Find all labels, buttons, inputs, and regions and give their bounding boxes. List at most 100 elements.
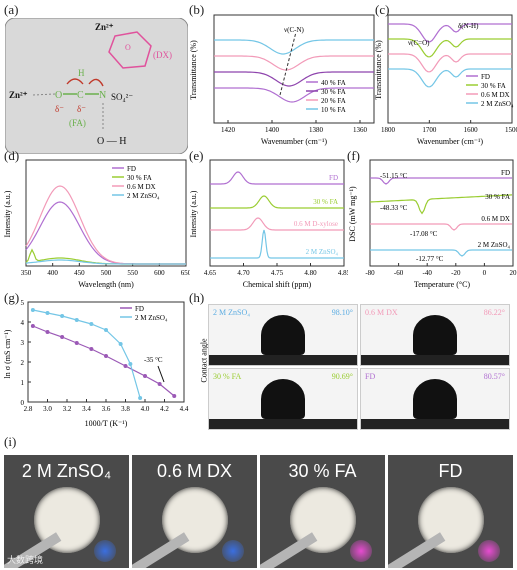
series-line — [25, 259, 186, 265]
data-point — [157, 382, 162, 386]
x-tick-label: 3.4 — [82, 405, 91, 413]
y-axis-label: Transmittance (%) — [374, 40, 383, 100]
x-axis-label: Wavenumber (cm⁻¹) — [417, 137, 484, 146]
ring-oxygen: O — [125, 43, 131, 52]
x-tick-label: 350 — [21, 269, 32, 277]
x-tick-label: 550 — [127, 269, 138, 277]
x-tick-label: 4.85 — [338, 269, 348, 277]
delta-minus-1: δ⁻ — [55, 104, 64, 114]
x-tick-label: 500 — [101, 269, 112, 277]
x-tick-label: -60 — [394, 269, 404, 277]
x-tick-label: 1420 — [221, 126, 236, 134]
series-line — [370, 249, 512, 257]
panel-label-i: (i) — [4, 434, 17, 449]
substrate — [209, 355, 357, 365]
x-tick-label: -80 — [365, 269, 375, 277]
x-tick-label: -20 — [451, 269, 461, 277]
series-label: 0.6 M DX — [481, 215, 510, 223]
shift-arrow — [279, 31, 297, 96]
x-tick-label: 4.65 — [204, 269, 217, 277]
legend-entry: FD — [135, 305, 144, 313]
series-line — [214, 39, 374, 55]
photo-title: 2 M ZnSO₄ — [21, 461, 112, 481]
data-point — [45, 330, 50, 334]
x-axis-label: Wavenumber (cm⁻¹) — [261, 137, 328, 146]
series-line — [32, 309, 141, 399]
x-axis-label: Chemical shift (ppm) — [243, 280, 312, 289]
series-line — [370, 223, 512, 231]
electron-arrow-2 — [88, 78, 104, 87]
series-line — [388, 23, 512, 43]
photo-title: 0.6 M DX — [156, 461, 233, 481]
series-label: FD — [329, 174, 338, 182]
x-tick-label: 3.8 — [121, 405, 130, 413]
contact-angle-tile: 30 % FA 90.69° — [208, 368, 358, 430]
series-label: 30 % FA — [313, 198, 338, 206]
x-tick-label: 4.80 — [304, 269, 317, 277]
x-tick-label: 3.0 — [43, 405, 52, 413]
temp-annotation: -35 °C — [144, 356, 163, 364]
photo-title: FD — [438, 461, 463, 481]
series-line — [210, 217, 344, 231]
flame — [478, 540, 500, 562]
delta-minus-2: δ⁻ — [77, 104, 86, 114]
x-tick-label: 3.6 — [102, 405, 111, 413]
flame — [222, 540, 244, 562]
y-axis-label: Transmittance (%) — [189, 40, 198, 100]
angle-value: 98.10° — [331, 308, 353, 317]
x-tick-label: 2.8 — [24, 405, 33, 413]
series-line — [32, 325, 175, 397]
series-line — [25, 248, 186, 265]
panel-c-chart: Transmittance (%) Wavenumber (cm⁻¹) 1800… — [374, 10, 517, 148]
flame-test-photo: 2 M ZnSO₄ 大数跨境 — [4, 455, 129, 568]
x-tick-label: 4.75 — [271, 269, 284, 277]
x-tick-label: 3.2 — [63, 405, 72, 413]
y-axis-label: ln σ (mS cm⁻¹) — [3, 329, 12, 378]
series-line — [214, 55, 374, 71]
x-tick-label: 1400 — [265, 126, 280, 134]
legend-entry: 0.6 M DX — [127, 183, 156, 191]
x-axis-label: Wavelength (nm) — [78, 280, 134, 289]
fluorescence-chart: Intensity (a.u.) Wavelength (nm) 350 400 4… — [3, 159, 192, 289]
flame-test-photo: 0.6 M DX — [132, 455, 257, 568]
molecular-diagram: O (DX) Zn²⁺ Zn²⁺ O C N H SO₄²⁻ δ⁻ δ⁻ (FA… — [4, 17, 189, 155]
data-point — [74, 341, 79, 345]
panel-e-chart: Intensity (a.u.) Chemical shift (ppm) 4.… — [188, 158, 351, 290]
angle-value: 90.69° — [331, 372, 353, 381]
data-point — [89, 347, 94, 351]
nmr-chart: Intensity (a.u.) Chemical shift (ppm) 4.… — [189, 159, 351, 289]
flame-test-photo: FD — [388, 455, 513, 568]
panel-label-b: (b) — [189, 2, 205, 17]
substrate — [361, 355, 509, 365]
plot-frame — [213, 14, 375, 124]
cn-annotation: ν(C-N) — [284, 26, 305, 34]
arrhenius-chart: ln σ (mS cm⁻¹) 1000/T (K⁻¹) 2.8 3.0 3.2 3.4… — [3, 299, 189, 428]
hydrogen-atom: H — [78, 68, 85, 78]
panel-label-f: (f) — [347, 148, 360, 163]
series-line — [388, 38, 512, 58]
data-point — [123, 364, 128, 368]
y-axis-label: Intensity (a.u.) — [189, 190, 198, 237]
series-label: 2 M ZnSO₄ — [306, 248, 339, 256]
series-line — [25, 185, 186, 265]
sample-name: FD — [365, 372, 376, 381]
contact-angle-tile: 2 M ZnSO₄ 98.10° — [208, 304, 358, 366]
electron-arrow-1 — [66, 78, 84, 85]
panel-b-chart: Transmittance (%) Wavenumber (cm⁻¹) 1420… — [188, 10, 380, 148]
co-annotation: ν(C=O) — [408, 39, 430, 47]
y-tick-label: 4 — [21, 319, 25, 327]
watermark: 大数跨境 — [7, 555, 44, 565]
x-tick-label: 450 — [74, 269, 85, 277]
sulfate-label: SO₄²⁻ — [111, 92, 133, 102]
water-oh: O — H — [97, 136, 126, 147]
data-point — [60, 335, 65, 339]
carbon-atom: C — [77, 90, 84, 101]
y-tick-label: 5 — [21, 299, 25, 307]
contact-angle-tile: 0.6 M DX 86.22° — [360, 304, 510, 366]
dsc-annotation-1: -51.15 °C — [380, 172, 408, 180]
series-line — [210, 195, 344, 209]
x-axis-label: Temperature (°C) — [414, 280, 471, 289]
x-tick-label: 4.4 — [180, 405, 189, 413]
x-tick-label: 1380 — [309, 126, 324, 134]
x-tick-label: 4.70 — [237, 269, 250, 277]
